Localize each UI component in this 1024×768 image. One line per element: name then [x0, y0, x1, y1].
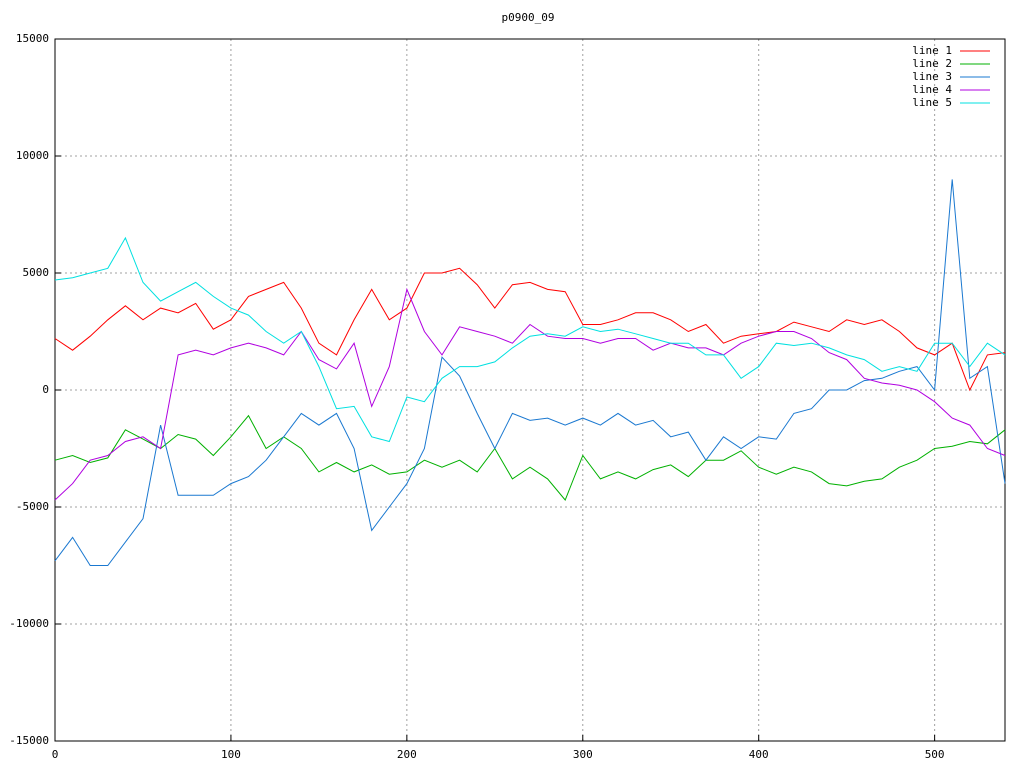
x-tick-label: 0 — [52, 748, 59, 761]
legend-label: line 1 — [912, 44, 952, 57]
plot-frame — [54, 38, 1006, 742]
y-tick-label: 15000 — [16, 32, 49, 45]
y-tick-label: -10000 — [9, 617, 49, 630]
y-tick-label: 5000 — [23, 266, 50, 279]
legend-label: line 4 — [912, 83, 952, 96]
y-tick-label: 0 — [42, 383, 49, 396]
series-line — [54, 267, 1006, 392]
y-tick-label: 10000 — [16, 149, 49, 162]
series-line — [54, 236, 1006, 443]
series-line — [54, 414, 1006, 501]
y-tick-label: -15000 — [9, 734, 49, 747]
x-tick-label: 500 — [925, 748, 945, 761]
x-tick-label: 400 — [749, 748, 769, 761]
chart-title: p0900_09 — [502, 11, 555, 24]
series-line — [54, 179, 1006, 566]
x-tick-label: 300 — [573, 748, 593, 761]
x-tick-label: 200 — [397, 748, 417, 761]
y-tick-label: -5000 — [16, 500, 49, 513]
legend-label: line 2 — [912, 57, 952, 70]
series-line — [54, 287, 1006, 501]
legend-label: line 3 — [912, 70, 952, 83]
x-tick-label: 100 — [221, 748, 241, 761]
legend-label: line 5 — [912, 96, 952, 109]
